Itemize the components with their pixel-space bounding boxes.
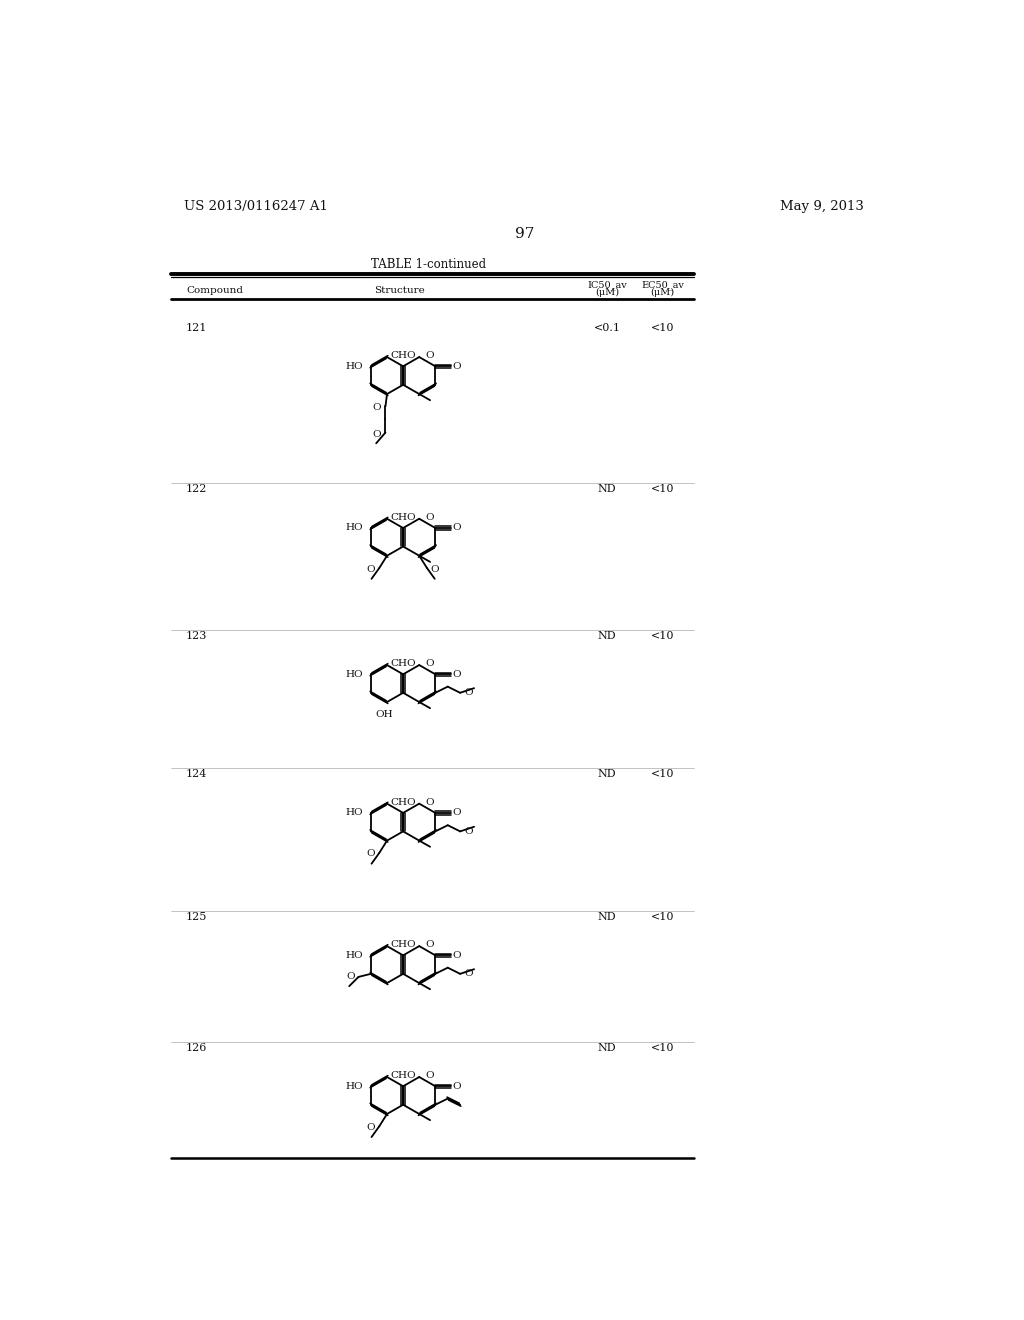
Text: O: O [452,524,461,532]
Text: ND: ND [598,484,616,495]
Text: CHO: CHO [390,797,416,807]
Text: 124: 124 [186,770,208,779]
Text: CHO: CHO [390,659,416,668]
Text: O: O [372,404,381,412]
Text: 125: 125 [186,912,208,921]
Text: HO: HO [345,524,364,532]
Text: OH: OH [375,710,393,719]
Text: <10: <10 [651,323,675,333]
Text: ND: ND [598,1043,616,1053]
Text: O: O [425,1071,434,1080]
Text: US 2013/0116247 A1: US 2013/0116247 A1 [183,199,328,213]
Text: ND: ND [598,770,616,779]
Text: O: O [452,362,461,371]
Text: O: O [452,1082,461,1090]
Text: Structure: Structure [374,286,425,296]
Text: O: O [465,969,473,978]
Text: O: O [425,797,434,807]
Text: 121: 121 [186,323,208,333]
Text: O: O [452,808,461,817]
Text: HO: HO [345,950,364,960]
Text: <10: <10 [651,770,675,779]
Text: O: O [367,565,376,574]
Text: ND: ND [598,912,616,921]
Text: IC50_av: IC50_av [587,280,627,289]
Text: May 9, 2013: May 9, 2013 [780,199,864,213]
Text: <0.1: <0.1 [594,323,621,333]
Text: ND: ND [598,631,616,640]
Text: <10: <10 [651,1043,675,1053]
Text: CHO: CHO [390,1071,416,1080]
Text: HO: HO [345,808,364,817]
Text: O: O [452,950,461,960]
Text: 126: 126 [186,1043,208,1053]
Text: 122: 122 [186,484,208,495]
Text: O: O [425,512,434,521]
Text: 123: 123 [186,631,208,640]
Text: O: O [425,659,434,668]
Text: (μM): (μM) [650,288,675,297]
Text: <10: <10 [651,912,675,921]
Text: O: O [367,849,376,858]
Text: EC50_av: EC50_av [641,280,684,289]
Text: O: O [431,565,439,574]
Text: CHO: CHO [390,351,416,360]
Text: O: O [425,351,434,360]
Text: O: O [465,688,473,697]
Text: O: O [465,826,473,836]
Text: CHO: CHO [390,512,416,521]
Text: O: O [425,940,434,949]
Text: <10: <10 [651,484,675,495]
Text: O: O [452,669,461,678]
Text: (μM): (μM) [595,288,620,297]
Text: CHO: CHO [390,940,416,949]
Text: HO: HO [345,669,364,678]
Text: <10: <10 [651,631,675,640]
Text: O: O [367,1122,376,1131]
Text: O: O [372,429,381,438]
Text: Compound: Compound [186,286,243,296]
Text: O: O [346,973,354,981]
Text: 97: 97 [515,227,535,240]
Text: HO: HO [345,1082,364,1090]
Text: HO: HO [345,362,364,371]
Text: TABLE 1-continued: TABLE 1-continued [371,259,486,271]
